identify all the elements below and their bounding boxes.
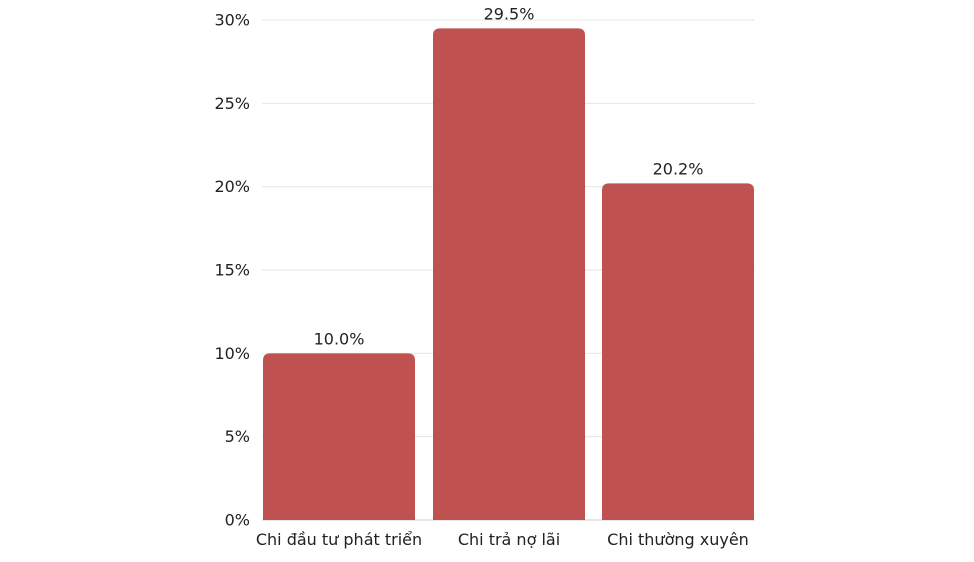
bar-value-label: 20.2% [653, 159, 704, 178]
bar [263, 353, 415, 520]
bar [602, 183, 754, 521]
y-tick-label: 5% [225, 427, 250, 446]
y-axis-ticks: 0% 5% 10% 15% 20% 25% 30% [214, 11, 250, 530]
bars [263, 28, 754, 521]
x-tick-label: Chi trả nợ lãi [458, 530, 560, 549]
bar-value-label: 10.0% [314, 329, 365, 348]
y-tick-label: 25% [214, 94, 250, 113]
bar [433, 28, 585, 520]
y-tick-label: 10% [214, 344, 250, 363]
y-tick-label: 30% [214, 11, 250, 30]
value-labels: 10.0% 29.5% 20.2% [314, 4, 704, 348]
bar-value-label: 29.5% [484, 4, 535, 23]
x-axis-ticks: Chi đầu tư phát triển Chi trả nợ lãi Chi t… [256, 530, 749, 549]
y-tick-label: 0% [225, 511, 250, 530]
y-tick-label: 20% [214, 177, 250, 196]
y-tick-label: 15% [214, 261, 250, 280]
x-tick-label: Chi đầu tư phát triển [256, 530, 422, 549]
x-tick-label: Chi thường xuyên [607, 530, 749, 549]
